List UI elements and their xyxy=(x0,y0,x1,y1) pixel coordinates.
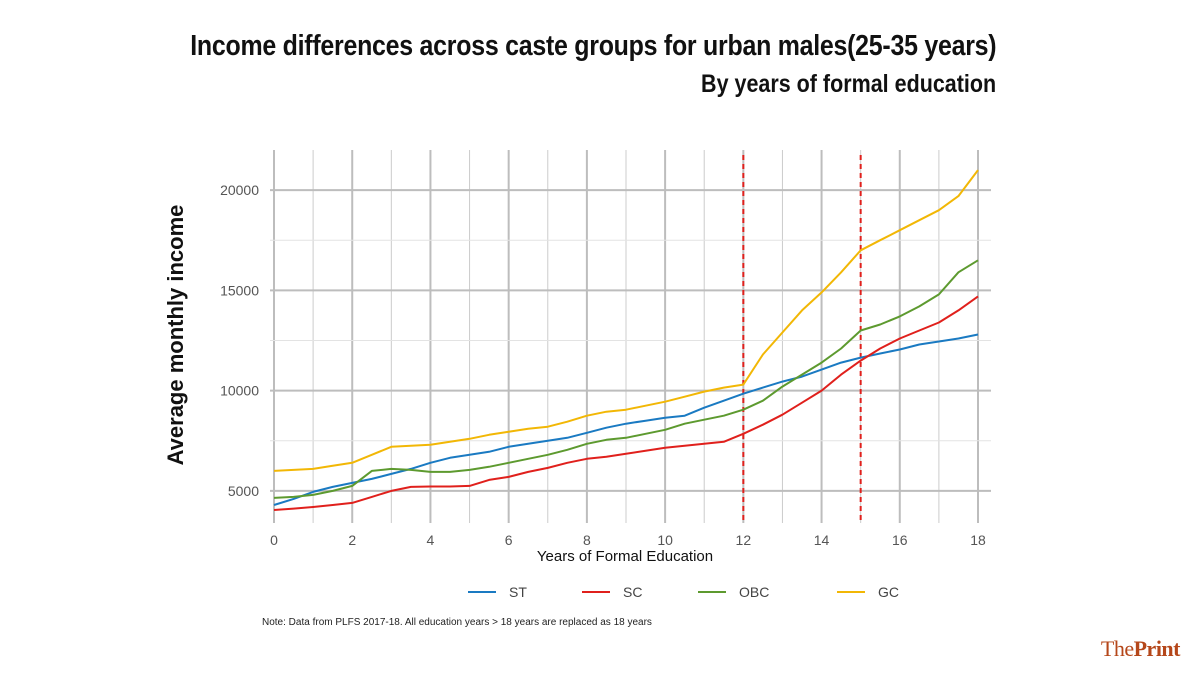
legend: ST SC OBC GC xyxy=(468,584,899,600)
x-tick-label: 4 xyxy=(427,532,435,548)
legend-label-gc: GC xyxy=(878,584,899,600)
tick-labels: 0 2 4 6 8 10 12 14 16 18 5000 10000 15000 20000 xyxy=(220,182,986,548)
series-line-gc xyxy=(273,169,979,472)
series-line-obc xyxy=(273,259,979,499)
x-tick-label: 16 xyxy=(892,532,908,548)
x-tick-label: 14 xyxy=(814,532,830,548)
series-line-st xyxy=(273,333,979,506)
y-tick-label: 5000 xyxy=(228,483,259,499)
brand-text-the: The xyxy=(1100,636,1134,661)
chart-subtitle: By years of formal education xyxy=(700,70,996,98)
x-tick-label: 18 xyxy=(970,532,986,548)
y-tick-label: 20000 xyxy=(220,182,259,198)
series-line-sc xyxy=(273,295,979,511)
x-tick-label: 12 xyxy=(736,532,752,548)
reference-lines xyxy=(742,155,862,523)
x-axis-label: Years of Formal Education xyxy=(537,548,713,565)
series-lines xyxy=(273,169,979,511)
x-tick-label: 10 xyxy=(657,532,673,548)
source-note: Note: Data from PLFS 2017-18. All educat… xyxy=(262,617,652,628)
y-tick-label: 10000 xyxy=(220,383,259,399)
legend-label-obc: OBC xyxy=(739,584,769,600)
x-tick-label: 8 xyxy=(583,532,591,548)
legend-label-sc: SC xyxy=(623,584,642,600)
x-tick-label: 6 xyxy=(505,532,513,548)
x-tick-label: 0 xyxy=(270,532,278,548)
brand-text-print: Print xyxy=(1133,636,1181,661)
legend-label-st: ST xyxy=(509,584,527,600)
x-tick-label: 2 xyxy=(348,532,356,548)
brand-logo: ThePrint xyxy=(1100,636,1181,662)
chart-title: Income differences across caste groups f… xyxy=(189,30,996,62)
grid-lines xyxy=(270,150,991,523)
y-tick-label: 15000 xyxy=(220,282,259,298)
y-axis-label: Average monthly income xyxy=(163,205,188,466)
